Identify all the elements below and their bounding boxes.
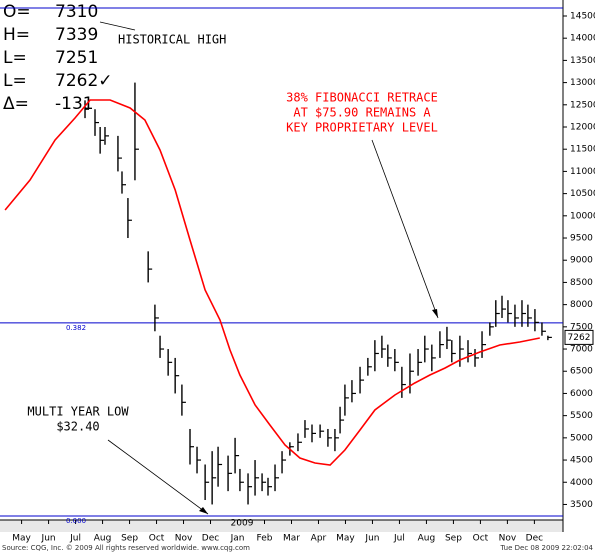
quote-box: O= 7310 H= 7339 L= 7251 L= 7262✓ Δ= -131 — [0, 0, 113, 116]
x-tick-label: Jul — [393, 534, 405, 544]
x-tick-label: May — [336, 534, 355, 544]
x-tick-label: Feb — [257, 534, 273, 544]
y-tick-label: 4500 — [570, 456, 593, 466]
y-tick-label: 9500 — [570, 234, 593, 244]
x-tick-label: Jan — [230, 534, 245, 544]
moving-average — [4, 99, 540, 466]
y-tick-label: 6500 — [570, 367, 593, 377]
historical-high-note: HISTORICAL HIGH — [118, 33, 226, 47]
quote-label: O= — [3, 2, 31, 22]
x-tick-label: Apr — [311, 534, 327, 544]
x-tick-label: Aug — [418, 534, 436, 544]
arrow — [107, 439, 209, 515]
y-tick-label: 7000 — [570, 345, 593, 355]
y-tick-label: 6000 — [570, 389, 593, 399]
x-tick-label: Jun — [364, 534, 379, 544]
quote-label: L= — [3, 48, 27, 68]
quote-value: 7262✓ — [55, 71, 113, 91]
y-tick-label: 8000 — [570, 300, 593, 310]
quote-label: Δ= — [3, 94, 29, 114]
quote-value: 7310 — [55, 2, 98, 22]
x-tick-label: Jul — [69, 534, 81, 544]
footer-source: Source: CQG, Inc. © 2009 All rights rese… — [2, 544, 250, 552]
arrow — [371, 139, 439, 319]
y-tick-label: 3500 — [570, 500, 593, 510]
x-tick-label: Nov — [499, 534, 517, 544]
x-tick-label: Oct — [473, 534, 489, 544]
quote-label: L= — [3, 71, 27, 91]
x-tick-label: Jun — [41, 534, 56, 544]
y-tick-label: 13000 — [570, 78, 595, 88]
fib-note: KEY PROPRIETARY LEVEL — [286, 121, 438, 135]
arrow-head — [199, 507, 208, 514]
low-note: $32.40 — [56, 420, 99, 434]
arrow — [99, 21, 136, 31]
y-tick-label: 12500 — [570, 100, 595, 110]
x-tick-label: Aug — [94, 534, 112, 544]
quote-value: 7339 — [55, 25, 98, 45]
year-label: 2009 — [231, 519, 254, 529]
x-tick-label: Dec — [526, 534, 543, 544]
y-tick-label: 5000 — [570, 433, 593, 443]
fib-note: 38% FIBONACCI RETRACE — [286, 91, 438, 105]
fib-note: AT $75.90 REMAINS A — [293, 106, 431, 120]
y-tick-label: 5500 — [570, 411, 593, 421]
y-tick-label: 13500 — [570, 56, 595, 66]
last-price-label: 7262 — [568, 333, 591, 343]
x-tick-label: Nov — [175, 534, 193, 544]
x-tick-label: Dec — [202, 534, 219, 544]
x-tick-label: Oct — [149, 534, 165, 544]
arrow-head — [432, 309, 438, 318]
y-tick-label: 10500 — [570, 189, 595, 199]
x-tick-label: Mar — [283, 534, 300, 544]
y-tick-label: 11000 — [570, 167, 595, 177]
y-tick-label: 4000 — [570, 478, 593, 488]
footer-date: Tue Dec 08 2009 22:02:04 — [499, 544, 593, 552]
x-tick-label: Sep — [445, 534, 462, 544]
quote-label: H= — [3, 25, 30, 45]
y-tick-label: 7500 — [570, 322, 593, 332]
last-price-box — [564, 329, 594, 345]
x-tick-label: Sep — [121, 534, 138, 544]
quote-background — [0, 0, 104, 116]
date-strip — [0, 520, 563, 532]
level-label: 0.382 — [66, 324, 86, 332]
x-tick-label: May — [12, 534, 31, 544]
quote-value: 7251 — [55, 48, 98, 68]
y-tick-label: 8500 — [570, 278, 593, 288]
level-label: 0.000 — [66, 517, 86, 525]
y-tick-label: 10000 — [570, 211, 595, 221]
y-tick-label: 14500 — [570, 11, 595, 21]
y-tick-label: 9000 — [570, 256, 593, 266]
low-note: MULTI YEAR LOW — [27, 405, 129, 419]
y-tick-label: 12000 — [570, 123, 595, 133]
y-tick-label: 14000 — [570, 34, 595, 44]
y-tick-label: 11500 — [570, 145, 595, 155]
quote-value: -131 — [55, 94, 94, 114]
